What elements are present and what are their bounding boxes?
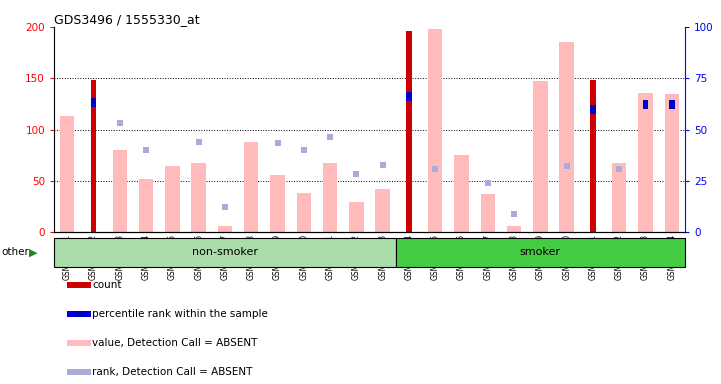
Text: value, Detection Call = ABSENT: value, Detection Call = ABSENT	[92, 338, 257, 348]
Bar	[428, 29, 443, 232]
Text: GDS3496 / 1555330_at: GDS3496 / 1555330_at	[54, 13, 200, 26]
Bar	[139, 179, 154, 232]
Bar	[349, 202, 363, 232]
Text: count: count	[92, 280, 121, 290]
Text: percentile rank within the sample: percentile rank within the sample	[92, 310, 267, 319]
Bar	[66, 369, 91, 375]
Text: non-smoker: non-smoker	[192, 247, 258, 258]
Bar	[66, 282, 91, 288]
Bar	[191, 164, 206, 232]
Bar	[396, 238, 685, 267]
Bar	[66, 311, 91, 318]
Bar	[376, 189, 390, 232]
Bar	[590, 105, 596, 114]
Bar	[481, 194, 495, 232]
Bar	[91, 80, 97, 232]
Bar	[638, 93, 653, 232]
Bar	[112, 150, 127, 232]
Bar	[406, 92, 412, 101]
Bar	[91, 98, 97, 107]
Bar	[507, 226, 521, 232]
Bar	[406, 31, 412, 232]
Text: ▶: ▶	[29, 247, 37, 258]
Bar	[60, 116, 74, 232]
Bar	[454, 155, 469, 232]
Bar	[244, 142, 258, 232]
Bar	[669, 100, 675, 109]
Bar	[66, 340, 91, 346]
Bar	[270, 175, 285, 232]
Bar	[218, 226, 232, 232]
Text: smoker: smoker	[520, 247, 561, 258]
Bar	[590, 80, 596, 232]
Bar	[559, 42, 574, 232]
Bar	[323, 164, 337, 232]
Text: other: other	[1, 247, 30, 258]
Bar	[642, 100, 648, 109]
Bar	[533, 81, 548, 232]
Bar	[665, 94, 679, 232]
Bar	[54, 238, 396, 267]
Bar	[296, 193, 311, 232]
Text: rank, Detection Call = ABSENT: rank, Detection Call = ABSENT	[92, 367, 252, 377]
Bar	[612, 164, 627, 232]
Bar	[165, 166, 180, 232]
